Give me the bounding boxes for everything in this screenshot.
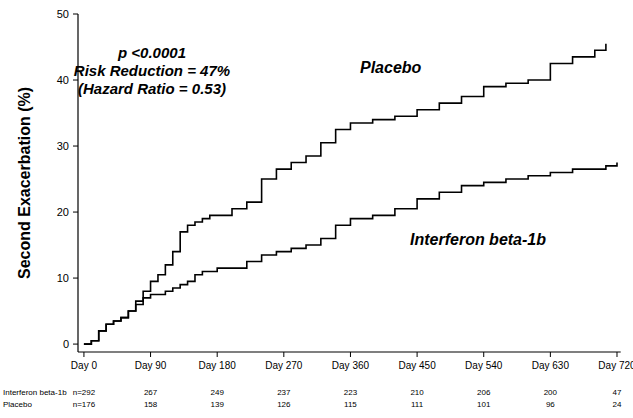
annotation: Risk Reduction = 47% [74, 62, 230, 79]
risk-value: 96 [546, 400, 555, 409]
x-tick [483, 352, 484, 357]
risk-value: 249 [211, 388, 225, 397]
risk-value: 101 [477, 400, 491, 409]
risk-row-name: Placebo [3, 400, 32, 409]
x-tick-label: Day 180 [199, 360, 237, 371]
x-tick-label: Day 450 [398, 360, 436, 371]
x-tick [550, 352, 551, 357]
y-tick-label: 20 [57, 206, 69, 218]
x-tick [350, 352, 351, 357]
x-tick-label: Day 90 [135, 360, 167, 371]
risk-value: 24 [613, 400, 622, 409]
y-tick-label: 40 [57, 74, 69, 86]
x-tick-label: Day 0 [71, 360, 98, 371]
risk-value: 200 [544, 388, 558, 397]
risk-value: 126 [277, 400, 291, 409]
y-tick-label: 30 [57, 140, 69, 152]
risk-n-label: n=176 [73, 400, 96, 409]
x-tick-label: Day 540 [465, 360, 503, 371]
risk-value: 210 [410, 388, 424, 397]
risk-value: 223 [344, 388, 358, 397]
y-tick [73, 278, 78, 279]
x-tick-label: Day 630 [532, 360, 570, 371]
y-tick-label: 0 [63, 338, 69, 350]
risk-value: 111 [411, 400, 424, 409]
x-axis [78, 351, 621, 352]
y-tick [73, 344, 78, 345]
x-tick [150, 352, 151, 357]
y-axis-label: Second Exacerbation (%) [16, 87, 33, 279]
risk-value: 115 [344, 400, 357, 409]
series-label: Placebo [360, 59, 422, 76]
y-tick-label: 50 [57, 8, 69, 20]
x-tick [283, 352, 284, 357]
risk-value: 237 [277, 388, 291, 397]
y-tick [73, 146, 78, 147]
annotation: p <0.0001 [117, 44, 186, 61]
series-label: Interferon beta-1b [410, 231, 546, 248]
x-tick-label: Day 720 [598, 360, 633, 371]
y-tick [73, 212, 78, 213]
x-tick [83, 352, 84, 357]
risk-value: 267 [144, 388, 158, 397]
x-tick [616, 352, 617, 357]
annotation: (Hazard Ratio = 0.53) [78, 80, 226, 97]
risk-value: 139 [211, 400, 225, 409]
y-tick [73, 14, 78, 15]
risk-row-name: Interferon beta-1b [3, 388, 67, 397]
risk-value: 158 [144, 400, 158, 409]
series-line [84, 163, 617, 345]
x-tick [417, 352, 418, 357]
x-tick [217, 352, 218, 357]
x-tick-label: Day 270 [265, 360, 303, 371]
chart: 0 10 20 30 40 50 Day 0 Day 90 Day 180 Day 270 Day … [0, 0, 633, 418]
x-tick-label: Day 360 [332, 360, 370, 371]
y-tick-label: 10 [57, 272, 69, 284]
risk-value: 47 [613, 388, 622, 397]
risk-n-label: n=292 [73, 388, 96, 397]
risk-value: 206 [477, 388, 491, 397]
